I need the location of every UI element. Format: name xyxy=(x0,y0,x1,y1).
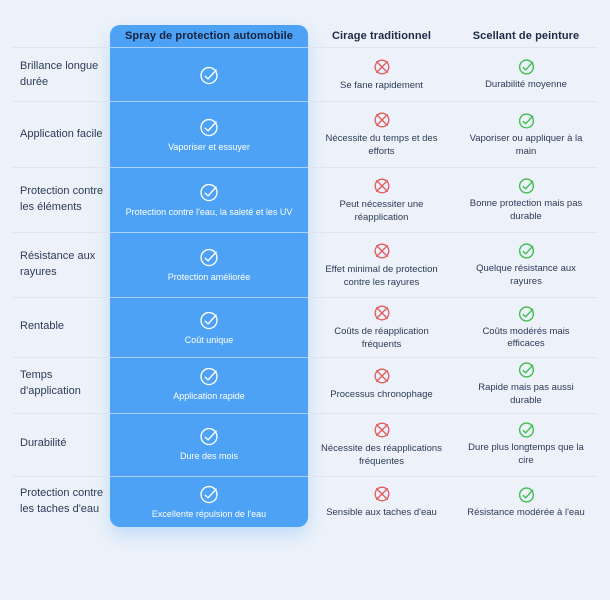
cirage-cell: Effet minimal de protection contre les r… xyxy=(308,233,455,298)
scellant-note: Durabilité moyenne xyxy=(485,79,567,91)
table-row: Rentable Coût unique Coûts de réapplicat… xyxy=(13,298,597,358)
check-circle-icon xyxy=(198,181,220,203)
cirage-note: Nécessite du temps et des efforts xyxy=(325,133,438,157)
feature-label: Rentable xyxy=(13,298,110,358)
check-circle-icon xyxy=(198,425,220,447)
spray-note: Dure des mois xyxy=(179,451,239,462)
scellant-cell: Coûts modérés mais efficaces xyxy=(455,298,597,358)
spray-cell: Application rapide xyxy=(110,355,308,414)
feature-label: Brillance longue durée xyxy=(13,48,110,102)
cirage-cell: Se fane rapidement xyxy=(308,48,455,102)
cirage-note: Sensible aux taches d'eau xyxy=(326,507,437,519)
cross-circle-icon xyxy=(372,420,392,440)
cirage-note: Coûts de réapplication fréquents xyxy=(334,326,429,350)
feature-label: Application facile xyxy=(13,102,110,168)
check-circle-icon xyxy=(517,420,536,439)
cirage-cell: Sensible aux taches d'eau xyxy=(308,477,455,527)
cirage-cell: Peut nécessiter une réapplication xyxy=(308,168,455,233)
cirage-note: Peut nécessiter une réapplication xyxy=(339,198,424,223)
scellant-cell: Résistance modérée à l'eau xyxy=(455,477,597,527)
scellant-note: Quelque résistance aux rayures xyxy=(476,263,576,287)
spray-cell: Excellente répulsion de l'eau xyxy=(110,477,308,527)
scellant-note: Rapide mais pas aussi durable xyxy=(478,382,574,406)
scellant-note: Vaporiser ou appliquer à la main xyxy=(469,132,583,157)
cross-circle-icon xyxy=(372,366,392,386)
table-header-row: Spray de protection automobile Cirage tr… xyxy=(13,25,597,48)
feature-label: Temps d'application xyxy=(13,355,110,414)
cirage-cell: Coûts de réapplication fréquents xyxy=(308,298,455,358)
cross-circle-icon xyxy=(372,484,392,504)
spray-note: Protection contre l'eau, la saleté et le… xyxy=(125,207,293,218)
cross-circle-icon xyxy=(372,241,392,261)
spray-note: Application rapide xyxy=(173,391,245,402)
table-row: Brillance longue durée Se fane rapidemen… xyxy=(13,48,597,102)
table-row: Durabilité Dure des mois Nécessite des r… xyxy=(13,412,597,477)
check-circle-icon xyxy=(198,483,220,505)
feature-label: Durabilité xyxy=(13,412,110,477)
spray-note: Vaporiser et essuyer xyxy=(168,141,250,152)
scellant-note: Résistance modérée à l'eau xyxy=(467,506,585,518)
cross-circle-icon xyxy=(372,303,392,323)
spray-note: Protection améliorée xyxy=(167,272,251,283)
spray-note: Excellente répulsion de l'eau xyxy=(151,509,267,520)
column-header-spray: Spray de protection automobile xyxy=(110,25,308,48)
check-circle-icon xyxy=(517,176,536,195)
cirage-note: Nécessite des réapplications fréquentes xyxy=(321,442,442,467)
scellant-cell: Quelque résistance aux rayures xyxy=(455,233,597,298)
check-circle-icon xyxy=(198,246,220,268)
spray-note: Coût unique xyxy=(184,334,234,345)
scellant-note: Dure plus longtemps que la cire xyxy=(468,442,584,466)
spray-cell: Dure des mois xyxy=(110,412,308,477)
check-circle-icon xyxy=(517,57,536,76)
cirage-note: Processus chronophage xyxy=(330,388,433,400)
spray-cell xyxy=(110,48,308,102)
check-circle-icon xyxy=(517,241,536,260)
scellant-cell: Bonne protection mais pas durable xyxy=(455,168,597,233)
cross-circle-icon xyxy=(372,57,392,77)
check-circle-icon xyxy=(517,304,536,323)
table-row: Résistance aux rayures Protection amélio… xyxy=(13,233,597,298)
comparison-table: Spray de protection automobile Cirage tr… xyxy=(13,25,597,527)
table-row: Temps d'application Application rapide P… xyxy=(13,355,597,414)
highlight-column-panel xyxy=(110,25,308,527)
spray-cell: Protection améliorée xyxy=(110,233,308,298)
table-row: Application facile Vaporiser et essuyer … xyxy=(13,102,597,168)
scellant-cell: Durabilité moyenne xyxy=(455,48,597,102)
check-circle-icon xyxy=(198,309,220,331)
cirage-cell: Processus chronophage xyxy=(308,355,455,414)
feature-label: Protection contre les taches d'eau xyxy=(20,487,104,515)
cross-circle-icon xyxy=(372,110,392,130)
spray-cell: Coût unique xyxy=(110,298,308,358)
cross-circle-icon xyxy=(372,176,392,196)
table-row: Protection contre les éléments Protectio… xyxy=(13,168,597,233)
feature-label: Résistance aux rayures xyxy=(13,233,110,298)
check-circle-icon xyxy=(517,485,536,504)
check-circle-icon xyxy=(517,360,536,379)
cirage-cell: Nécessite du temps et des efforts xyxy=(308,102,455,168)
feature-label: Protection contre les éléments xyxy=(13,168,110,233)
cirage-note: Se fane rapidement xyxy=(340,79,423,91)
column-header-scellant: Scellant de peinture xyxy=(455,25,597,48)
header-spacer xyxy=(13,25,110,48)
scellant-note: Bonne protection mais pas durable xyxy=(469,198,583,222)
scellant-note: Coûts modérés mais efficaces xyxy=(482,325,570,350)
cirage-note: Effet minimal de protection contre les r… xyxy=(325,263,438,288)
scellant-cell: Rapide mais pas aussi durable xyxy=(455,355,597,414)
scellant-cell: Dure plus longtemps que la cire xyxy=(455,412,597,477)
table-row: Protection contre les taches d'eau Excel… xyxy=(13,477,597,527)
check-circle-icon xyxy=(198,64,220,86)
scellant-cell: Vaporiser ou appliquer à la main xyxy=(455,102,597,168)
spray-cell: Protection contre l'eau, la saleté et le… xyxy=(110,168,308,233)
check-circle-icon xyxy=(198,365,220,387)
check-circle-icon xyxy=(517,111,536,130)
check-circle-icon xyxy=(198,116,220,138)
column-header-cirage: Cirage traditionnel xyxy=(308,25,455,48)
spray-cell: Vaporiser et essuyer xyxy=(110,102,308,168)
cirage-cell: Nécessite des réapplications fréquentes xyxy=(308,412,455,477)
